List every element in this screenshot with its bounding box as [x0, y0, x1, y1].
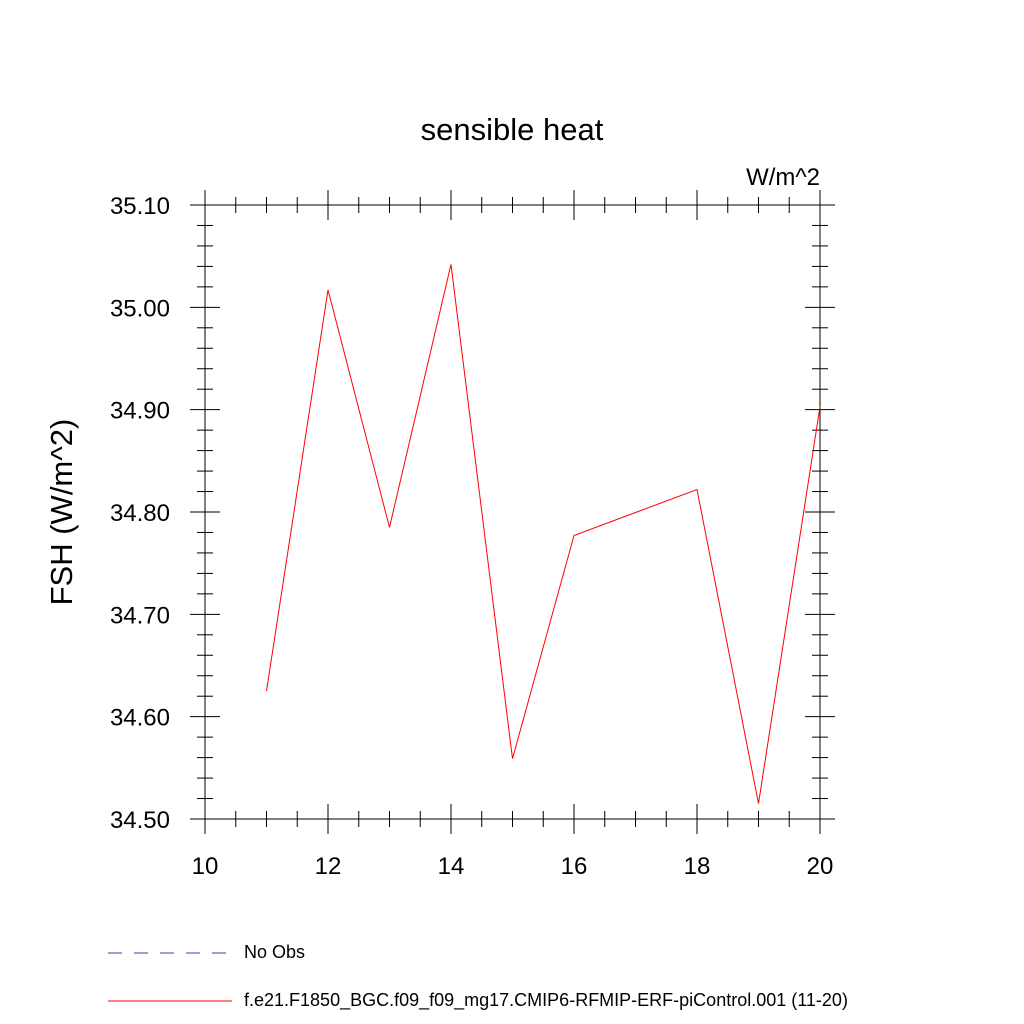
- minor-ticks: [197, 197, 828, 827]
- y-tick-labels: 34.50 34.60 34.70 34.80 34.90 35.00 35.10: [110, 193, 170, 834]
- y-tick-label: 35.10: [110, 193, 170, 220]
- x-tick-label: 12: [315, 853, 342, 880]
- x-tick-label: 10: [192, 853, 219, 880]
- units-label: W/m^2: [746, 164, 820, 191]
- chart-title: sensible heat: [421, 112, 604, 147]
- x-tick-label: 16: [561, 853, 588, 880]
- y-tick-label: 34.60: [110, 705, 170, 732]
- series-line: [266, 264, 821, 804]
- y-tick-label: 34.70: [110, 602, 170, 629]
- y-tick-label: 34.90: [110, 398, 170, 425]
- legend-label-model: f.e21.F1850_BGC.f09_f09_mg17.CMIP6-RFMIP…: [244, 990, 848, 1010]
- legend-label-no-obs: No Obs: [244, 942, 306, 962]
- x-tick-labels: 10 12 14 16 18 20: [192, 853, 834, 880]
- x-tick-label: 18: [684, 853, 711, 880]
- y-tick-label: 35.00: [110, 295, 170, 322]
- y-tick-label: 34.80: [110, 500, 170, 527]
- plot-frame: [204, 204, 821, 820]
- x-tick-label: 20: [807, 853, 834, 880]
- series-layer: [266, 264, 821, 804]
- y-axis-label: FSH (W/m^2): [44, 419, 79, 606]
- x-axis-ticks: [204, 190, 821, 834]
- y-axis-ticks: [190, 204, 835, 820]
- y-tick-label: 34.50: [110, 807, 170, 834]
- x-tick-label: 14: [438, 853, 465, 880]
